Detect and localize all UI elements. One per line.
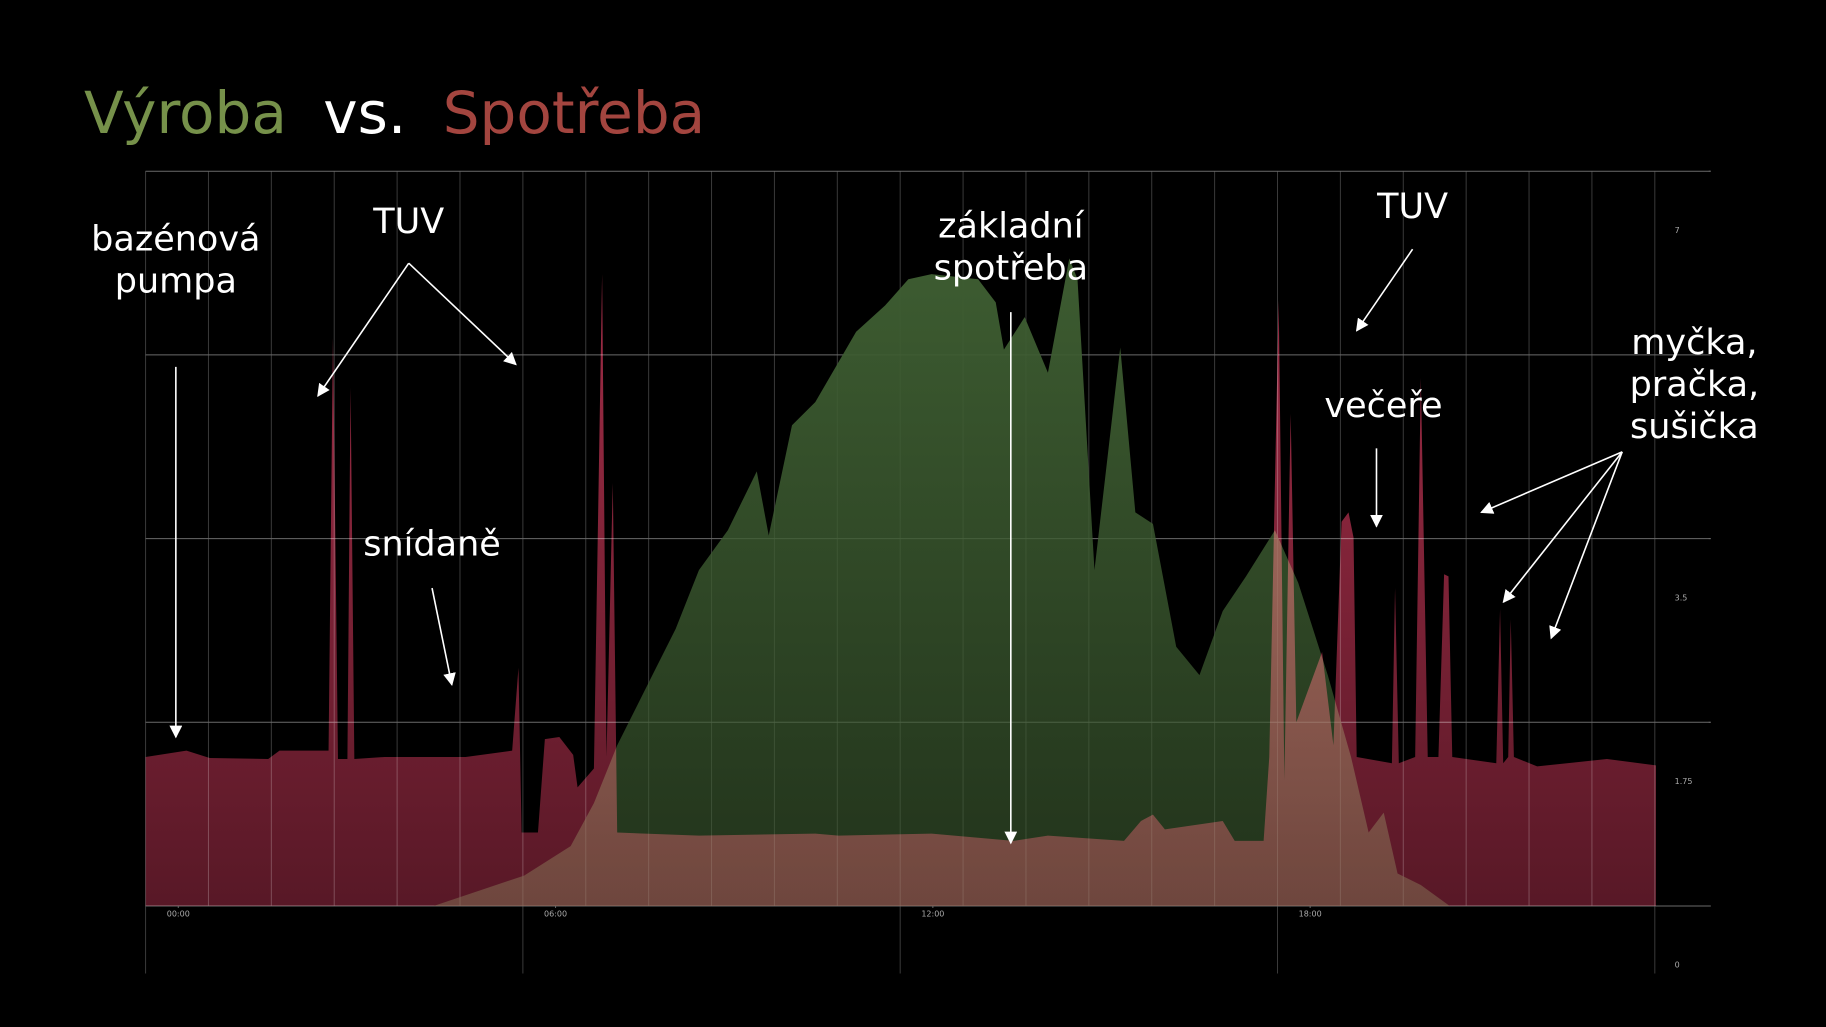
annotation: TUV — [372, 202, 444, 242]
arrow — [1502, 451, 1623, 604]
annotation: pračka, — [1630, 365, 1760, 405]
x-tick-label: 12:00 — [921, 909, 944, 918]
annotation: TUV — [1376, 187, 1448, 227]
title-separator: vs. — [323, 79, 406, 147]
arrow — [1549, 451, 1623, 640]
annotation: bazénová — [91, 219, 260, 259]
y-tick-label: 1.75 — [1675, 777, 1693, 786]
area-0 — [433, 258, 1450, 907]
annotation: spotřeba — [934, 248, 1088, 288]
y-tick-label: 7 — [1675, 226, 1680, 235]
arrow — [1355, 248, 1414, 332]
annotation: večeře — [1324, 386, 1442, 426]
title-consumption: Spotřeba — [443, 79, 705, 147]
y-tick-label: 3.5 — [1675, 593, 1688, 602]
title-production: Výroba — [84, 79, 287, 147]
arrow — [408, 262, 517, 366]
areas — [145, 258, 1657, 907]
arrow — [317, 262, 410, 398]
area-1 — [145, 274, 1657, 907]
arrow — [1480, 451, 1623, 514]
annotation: myčka, — [1631, 323, 1757, 363]
x-tick-label: 00:00 — [167, 909, 190, 918]
arrow — [431, 587, 456, 687]
annotation: základní — [938, 207, 1085, 247]
x-tick-label: 18:00 — [1299, 909, 1322, 918]
y-tick-label: 0 — [1675, 961, 1680, 970]
annotation: snídaně — [363, 524, 501, 564]
x-tick-label: 06:00 — [544, 909, 567, 918]
annotation: sušička — [1630, 407, 1759, 447]
chart-title: Výroba vs. Spotřeba — [84, 79, 705, 147]
annotation: pumpa — [115, 261, 237, 301]
ticks: 0 1.75 3.5 7 00:00 06:00 12:00 18:00 — [167, 170, 1711, 970]
